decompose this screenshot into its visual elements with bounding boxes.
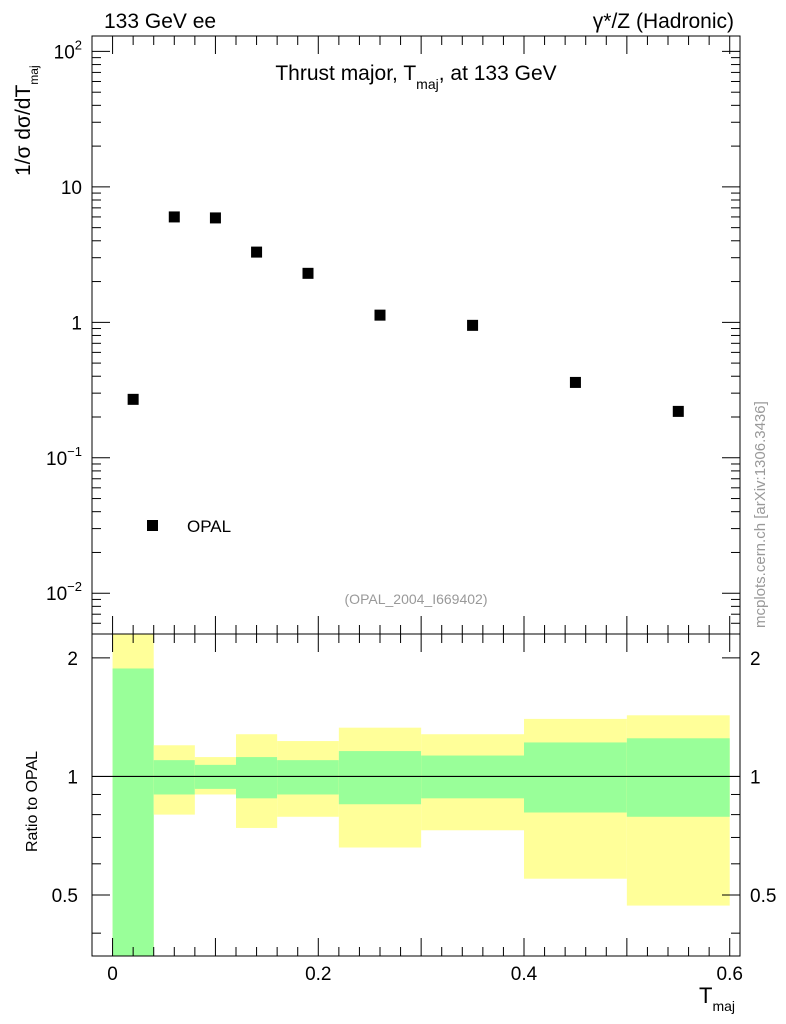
data-point bbox=[251, 246, 263, 258]
title-sub: maj bbox=[416, 76, 439, 92]
title-post: , at 133 GeV bbox=[439, 62, 557, 85]
x-axis-label: Tmaj bbox=[699, 983, 735, 1014]
title-pre: Thrust major, T bbox=[275, 62, 416, 85]
xlabel-sub: maj bbox=[712, 998, 735, 1014]
tick-base: 10 bbox=[46, 584, 67, 605]
ratio-inner-band bbox=[277, 760, 339, 795]
data-point bbox=[467, 319, 479, 331]
data-point bbox=[569, 376, 581, 388]
ratio-inner-band bbox=[338, 751, 422, 805]
data-point bbox=[302, 267, 314, 279]
x-tick-label: 0.4 bbox=[511, 964, 538, 985]
legend-label-opal: OPAL bbox=[187, 517, 231, 536]
ratio-inner-band bbox=[626, 738, 730, 817]
x-tick-label: 0.6 bbox=[717, 964, 743, 985]
tick-base: 10 bbox=[46, 449, 67, 470]
data-point bbox=[209, 212, 221, 224]
ratio-inner-band bbox=[153, 760, 195, 795]
main-y-tick-label: 10−2 bbox=[46, 579, 82, 605]
data-point bbox=[672, 405, 684, 417]
legend-marker-opal bbox=[147, 520, 158, 531]
ratio-x-ticks: 0 0.2 0.4 0.6 bbox=[107, 634, 743, 985]
ylabel-sub: maj bbox=[27, 65, 41, 84]
tick-base: 10 bbox=[54, 42, 75, 63]
main-title: Thrust major, Tmaj, at 133 GeV bbox=[275, 62, 556, 92]
main-y-axis-label: 1/σ dσ/dTmaj bbox=[12, 65, 41, 176]
ratio-inner-band bbox=[112, 668, 154, 956]
data-point bbox=[168, 211, 180, 223]
main-plot-frame bbox=[91, 35, 741, 635]
ratio-y-tick-label-left: 0.5 bbox=[52, 886, 78, 907]
ratio-plot-panel: 0.5 0.5 1 1 2 2 0 0.2 0.4 0.6 Ratio to OPAL Tmaj bbox=[24, 633, 776, 1014]
ratio-y-axis-label: Ratio to OPAL bbox=[24, 751, 41, 852]
ratio-y-tick-label-left: 1 bbox=[67, 767, 78, 788]
ratio-inner-band bbox=[236, 757, 278, 799]
data-point bbox=[374, 309, 386, 321]
analysis-id-label: (OPAL_2004_I669402) bbox=[345, 591, 488, 607]
tick-exponent: 2 bbox=[75, 37, 82, 52]
x-tick-label: 0.2 bbox=[305, 964, 331, 985]
ylabel-pre: 1/σ dσ/dT bbox=[12, 85, 35, 176]
side-credit-label: mcplots.cern.ch [arXiv:1306.3436] bbox=[752, 401, 769, 628]
main-data-points bbox=[127, 211, 684, 417]
data-point bbox=[127, 393, 139, 405]
ratio-y-ticks: 0.5 0.5 1 1 2 2 bbox=[52, 649, 776, 934]
ratio-y-tick-label-right: 1 bbox=[750, 767, 761, 788]
ratio-y-tick-label-right: 2 bbox=[750, 649, 761, 670]
ratio-inner-band bbox=[524, 742, 627, 813]
main-y-tick-label: 1 bbox=[71, 313, 82, 334]
header-left-label: 133 GeV ee bbox=[104, 10, 216, 33]
ratio-y-tick-label-right: 0.5 bbox=[750, 886, 776, 907]
ratio-plot-frame bbox=[91, 633, 741, 957]
xlabel-pre: T bbox=[699, 983, 712, 1008]
x-tick-label: 0 bbox=[107, 964, 118, 985]
ratio-y-tick-label-left: 2 bbox=[67, 649, 78, 670]
ratio-uncertainty-bands bbox=[112, 634, 730, 956]
tick-exponent: −1 bbox=[67, 444, 82, 459]
main-y-tick-label: 10 bbox=[61, 178, 82, 199]
tick-exponent: −2 bbox=[67, 579, 82, 594]
main-y-tick-label: 10−1 bbox=[46, 444, 82, 470]
main-y-tick-label: 102 bbox=[54, 37, 82, 63]
header-right-label: γ*/Z (Hadronic) bbox=[593, 10, 734, 33]
